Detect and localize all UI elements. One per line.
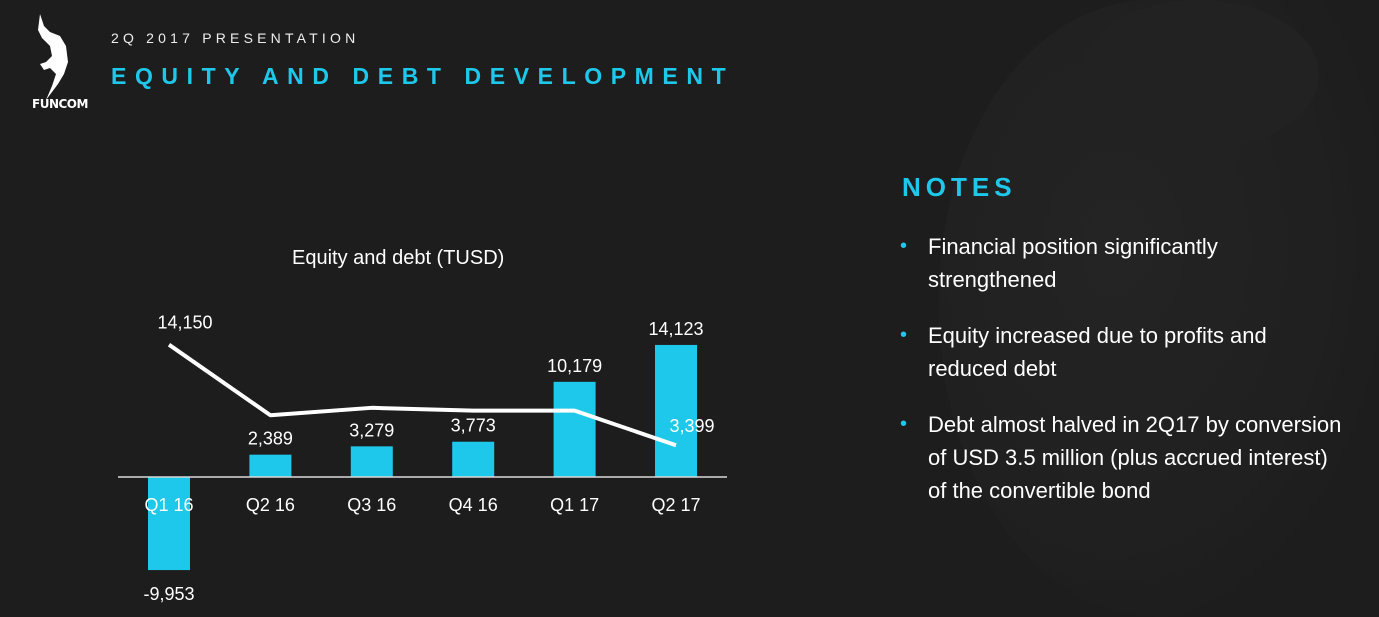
notes-title: NOTES bbox=[902, 172, 1017, 202]
background-shape bbox=[1079, 0, 1319, 150]
x-tick-label: Q2 17 bbox=[651, 495, 700, 515]
equity-bar bbox=[148, 477, 190, 571]
equity-bar bbox=[452, 441, 495, 477]
x-tick-label: Q1 17 bbox=[550, 495, 599, 515]
funcom-logo-icon bbox=[38, 14, 68, 100]
notes-list: • Financial position significantly streng… bbox=[898, 230, 1348, 530]
equity-bar bbox=[553, 381, 596, 477]
note-item: • Debt almost halved in 2Q17 by conversio… bbox=[898, 408, 1348, 507]
x-tick-label: Q3 16 bbox=[347, 495, 396, 515]
bullet-icon: • bbox=[900, 235, 908, 257]
equity-data-label: 3,279 bbox=[349, 420, 394, 440]
equity-bar bbox=[655, 344, 697, 477]
bullet-icon: • bbox=[900, 413, 908, 435]
debt-data-label: 14,150 bbox=[157, 313, 212, 333]
equity-bar bbox=[249, 454, 292, 477]
x-tick-label: Q1 16 bbox=[144, 495, 193, 515]
equity-data-label: 10,179 bbox=[547, 356, 602, 376]
bullet-icon: • bbox=[900, 324, 908, 346]
presentation-subtitle: 2Q 2017 PRESENTATION bbox=[111, 30, 360, 46]
note-item: • Equity increased due to profits and red… bbox=[898, 319, 1348, 385]
logo-text: FUNCOM bbox=[32, 97, 88, 111]
equity-data-label: 3,773 bbox=[451, 416, 496, 436]
equity-data-label: 14,123 bbox=[648, 319, 703, 339]
note-item: • Financial position significantly streng… bbox=[898, 230, 1348, 296]
equity-debt-chart: Q1 16 -9,953 14,150 Q2 16 2,389 Q3 16 3,279 Q4 … bbox=[118, 313, 727, 604]
x-tick-label: Q2 16 bbox=[246, 495, 295, 515]
slide-title: EQUITY AND DEBT DEVELOPMENT bbox=[111, 63, 735, 89]
debt-data-label: 3,399 bbox=[669, 416, 714, 436]
debt-line bbox=[167, 343, 677, 448]
x-tick-label: Q4 16 bbox=[449, 495, 498, 515]
equity-data-label: -9,953 bbox=[143, 584, 194, 604]
equity-data-label: 2,389 bbox=[248, 429, 293, 449]
chart-title: Equity and debt (TUSD) bbox=[292, 247, 505, 269]
equity-bar bbox=[350, 446, 393, 477]
